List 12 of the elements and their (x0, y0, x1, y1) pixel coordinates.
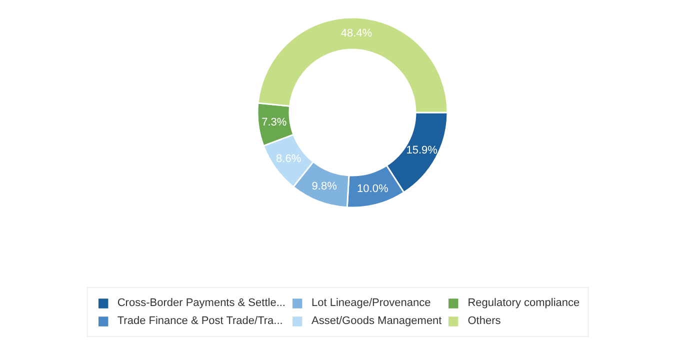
data-label: 10.0% (357, 182, 388, 195)
legend-label: Lot Lineage/Provenance (311, 297, 431, 309)
data-label: 48.4% (340, 28, 372, 40)
legend-label: Regulatory compliance (468, 297, 580, 309)
data-label: 8.6% (276, 152, 302, 165)
data-label: 15.9% (406, 144, 438, 156)
data-label: 7.3% (262, 116, 287, 129)
legend-label: Trade Finance & Post Trade/Tra... (117, 315, 283, 327)
legend-label: Asset/Goods Management (311, 315, 442, 327)
legend-label: Others (468, 315, 501, 327)
data-label: 9.8% (312, 180, 338, 192)
legend-label: Cross-Border Payments & Settle... (117, 297, 286, 309)
